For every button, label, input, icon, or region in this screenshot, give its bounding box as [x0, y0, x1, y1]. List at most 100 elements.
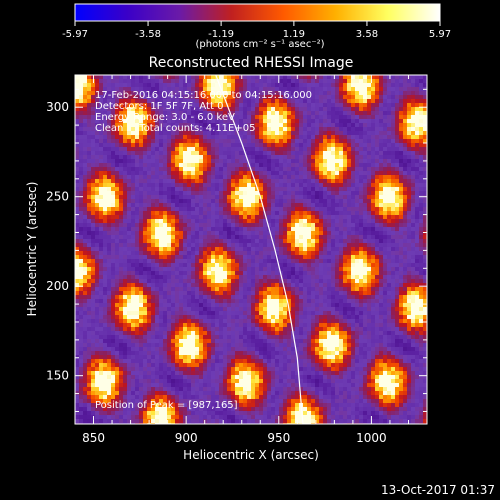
heatmap-cell	[87, 103, 91, 107]
heatmap-cell	[375, 259, 379, 263]
heatmap-cell	[419, 155, 423, 159]
heatmap-cell	[111, 123, 115, 127]
heatmap-cell	[367, 139, 371, 143]
heatmap-cell	[211, 219, 215, 223]
heatmap-cell	[199, 163, 203, 167]
heatmap-cell	[363, 151, 367, 155]
heatmap-cell	[419, 91, 423, 95]
heatmap-cell	[283, 175, 287, 179]
heatmap-cell	[127, 87, 131, 91]
heatmap-cell	[95, 183, 99, 187]
heatmap-cell	[211, 131, 215, 135]
heatmap-cell	[175, 287, 179, 291]
heatmap-cell	[343, 263, 347, 267]
heatmap-cell	[267, 295, 271, 299]
heatmap-cell	[199, 271, 203, 275]
heatmap-cell	[371, 111, 375, 115]
heatmap-cell	[227, 91, 231, 95]
heatmap-cell	[379, 263, 383, 267]
heatmap-cell	[311, 207, 315, 211]
heatmap-cell	[255, 287, 259, 291]
heatmap-cell	[255, 83, 259, 87]
heatmap-cell	[87, 163, 91, 167]
heatmap-cell	[147, 143, 151, 147]
heatmap-cell	[91, 199, 95, 203]
heatmap-cell	[283, 199, 287, 203]
heatmap-cell	[87, 159, 91, 163]
heatmap-cell	[287, 279, 291, 283]
heatmap-cell	[323, 271, 327, 275]
heatmap-cell	[387, 247, 391, 251]
heatmap-cell	[295, 119, 299, 123]
heatmap-cell	[95, 247, 99, 251]
heatmap-cell	[287, 263, 291, 267]
heatmap-cell	[415, 279, 419, 283]
heatmap-cell	[399, 155, 403, 159]
heatmap-cell	[323, 295, 327, 299]
heatmap-cell	[291, 259, 295, 263]
heatmap-cell	[103, 267, 107, 271]
heatmap-cell	[307, 275, 311, 279]
heatmap-cell	[415, 239, 419, 243]
heatmap-cell	[91, 251, 95, 255]
heatmap-cell	[395, 235, 399, 239]
heatmap-cell	[119, 147, 123, 151]
heatmap-cell	[415, 187, 419, 191]
heatmap-cell	[87, 151, 91, 155]
heatmap-cell	[131, 99, 135, 103]
heatmap-cell	[203, 195, 207, 199]
heatmap-cell	[159, 183, 163, 187]
heatmap-cell	[291, 107, 295, 111]
heatmap-cell	[331, 215, 335, 219]
heatmap-cell	[207, 95, 211, 99]
heatmap-cell	[339, 227, 343, 231]
heatmap-cell	[123, 147, 127, 151]
heatmap-cell	[375, 123, 379, 127]
heatmap-cell	[307, 155, 311, 159]
heatmap-cell	[187, 247, 191, 251]
heatmap-cell	[255, 271, 259, 275]
heatmap-cell	[135, 175, 139, 179]
heatmap-cell	[107, 139, 111, 143]
heatmap-cell	[75, 79, 79, 83]
heatmap-cell	[91, 291, 95, 295]
heatmap-cell	[283, 91, 287, 95]
heatmap-cell	[147, 219, 151, 223]
heatmap-cell	[155, 291, 159, 295]
heatmap-cell	[175, 267, 179, 271]
heatmap-cell	[387, 127, 391, 131]
heatmap-cell	[99, 291, 103, 295]
chart-title: Reconstructed RHESSI Image	[149, 55, 354, 71]
heatmap-cell	[143, 243, 147, 247]
heatmap-cell	[127, 239, 131, 243]
heatmap-cell	[279, 195, 283, 199]
heatmap-cell	[207, 191, 211, 195]
heatmap-cell	[179, 99, 183, 103]
heatmap-cell	[91, 299, 95, 303]
heatmap-cell	[375, 199, 379, 203]
heatmap-cell	[251, 251, 255, 255]
heatmap-cell	[215, 271, 219, 275]
heatmap-cell	[143, 263, 147, 267]
heatmap-cell	[351, 291, 355, 295]
heatmap-cell	[403, 191, 407, 195]
heatmap-cell	[331, 275, 335, 279]
heatmap-cell	[147, 279, 151, 283]
heatmap-cell	[239, 83, 243, 87]
heatmap-cell	[247, 255, 251, 259]
heatmap-cell	[215, 183, 219, 187]
heatmap-cell	[135, 115, 139, 119]
heatmap-cell	[183, 271, 187, 275]
heatmap-cell	[167, 247, 171, 251]
heatmap-cell	[279, 227, 283, 231]
heatmap-cell	[139, 211, 143, 215]
heatmap-cell	[327, 103, 331, 107]
heatmap-cell	[135, 123, 139, 127]
heatmap-cell	[87, 79, 91, 83]
heatmap-cell	[219, 123, 223, 127]
heatmap-cell	[187, 287, 191, 291]
heatmap-cell	[163, 191, 167, 195]
heatmap-cell	[391, 199, 395, 203]
heatmap-cell	[167, 227, 171, 231]
heatmap-cell	[387, 103, 391, 107]
